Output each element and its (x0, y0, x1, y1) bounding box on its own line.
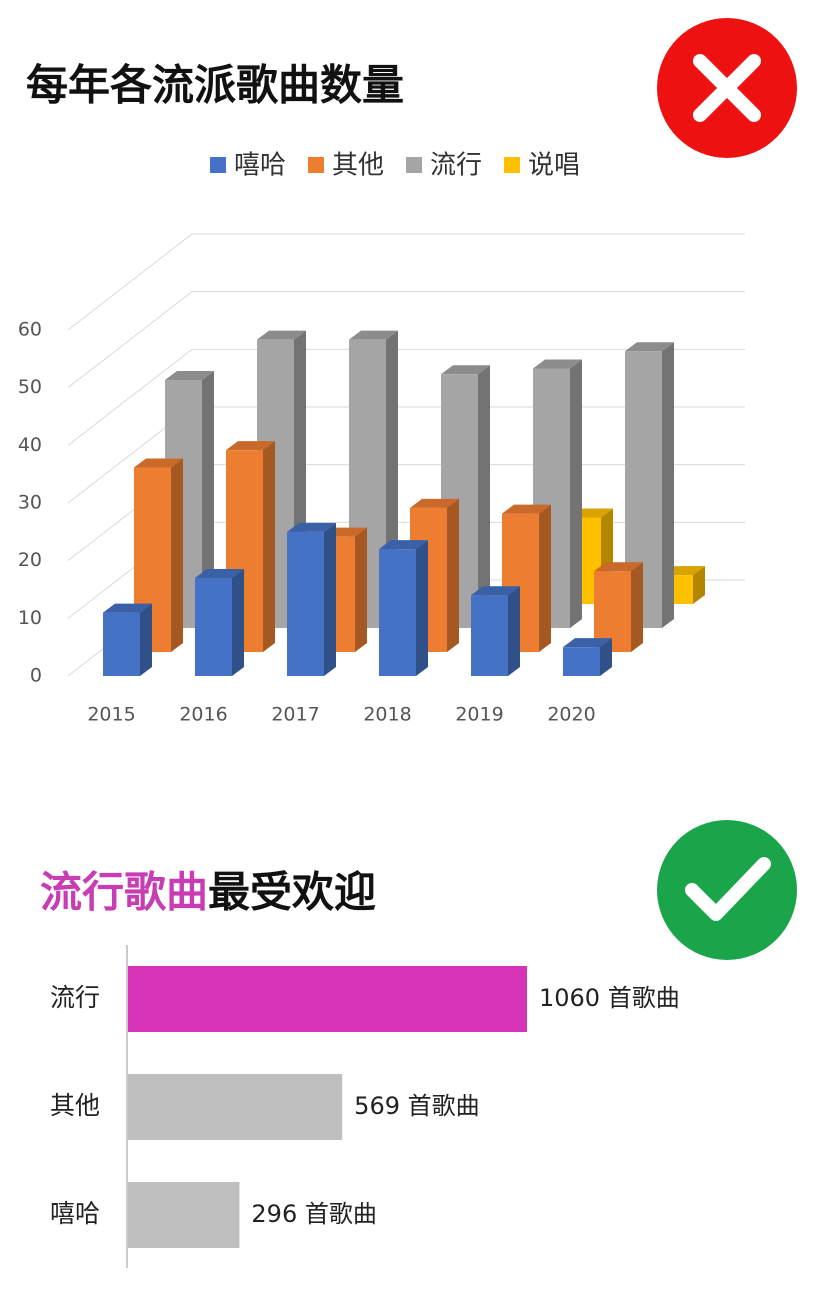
bar-side (478, 365, 490, 628)
bar-side (662, 342, 674, 628)
bar-front (471, 595, 508, 676)
right-icon (657, 820, 797, 960)
bar-front (103, 612, 140, 676)
chart-title: 每年各流派歌曲数量 (26, 61, 404, 110)
x-tick-label: 2020 (547, 704, 595, 726)
bar (471, 586, 520, 676)
legend-label: 说唱 (528, 151, 580, 181)
chart-title: 最受欢迎 (208, 868, 376, 917)
x-tick-label: 2019 (455, 704, 503, 726)
bar (195, 568, 244, 676)
grid-line (67, 291, 745, 389)
bar-top (533, 359, 582, 369)
bar-top (563, 638, 612, 648)
x-tick-label: 2017 (271, 704, 319, 726)
bar-front (563, 647, 600, 676)
bar (128, 966, 527, 1032)
bar-side (171, 458, 183, 652)
y-tick-label: 其他 (50, 1091, 100, 1120)
bar-side (570, 359, 582, 628)
legend-label: 嘻哈 (234, 151, 286, 181)
value-label: 1060 首歌曲 (539, 984, 680, 1012)
bar-top (134, 458, 183, 468)
value-label: 569 首歌曲 (354, 1092, 479, 1120)
bar (103, 603, 152, 676)
bar (563, 638, 612, 676)
y-tick-label: 30 (18, 492, 42, 514)
y-tick-label: 50 (18, 376, 42, 398)
bar-side (693, 566, 705, 604)
y-tick-label: 10 (18, 607, 42, 629)
bar-top (226, 441, 275, 451)
bar-side (416, 540, 428, 676)
y-tick-label: 嘻哈 (50, 1199, 100, 1228)
y-tick-label: 60 (18, 319, 42, 341)
wrong-icon (657, 18, 797, 158)
bar-front (287, 531, 324, 676)
value-label: 296 首歌曲 (251, 1200, 376, 1228)
bar-top (379, 540, 428, 550)
bar-side (539, 504, 551, 652)
x-tick-label: 2016 (179, 704, 227, 726)
y-tick-label: 流行 (50, 983, 100, 1012)
bar-top (625, 342, 674, 352)
bar-side (232, 568, 244, 676)
chart-title: 流行歌曲 (40, 868, 208, 917)
bar-side (447, 498, 459, 652)
bar (379, 540, 428, 676)
bar-side (202, 371, 214, 628)
bar-top (471, 586, 520, 596)
bar-side (508, 586, 520, 676)
bar-side (263, 441, 275, 652)
y-tick-label: 0 (30, 665, 42, 687)
bar-top (441, 365, 490, 375)
bar-side (631, 562, 643, 652)
legend-swatch (210, 157, 226, 173)
bar-top (502, 504, 551, 514)
bar-side (324, 522, 336, 676)
bar (128, 1074, 343, 1140)
bar-top (594, 562, 643, 572)
bar-front (195, 577, 232, 676)
legend-label: 流行 (430, 151, 482, 181)
grid-line (67, 348, 745, 446)
grid-line (67, 233, 745, 331)
legend-swatch (504, 157, 521, 173)
y-tick-label: 40 (18, 434, 42, 456)
bar (128, 1182, 240, 1248)
bar-top (103, 603, 152, 613)
bar-top (195, 568, 244, 578)
bar-side (600, 638, 612, 676)
bar-top (287, 522, 336, 532)
bar-side (355, 527, 367, 652)
legend-swatch (406, 157, 423, 173)
bar-top (349, 330, 398, 340)
bar-top (257, 330, 306, 340)
legend-label: 其他 (332, 151, 384, 181)
bar-top (165, 371, 214, 381)
bar-top (410, 498, 459, 508)
x-tick-label: 2015 (87, 704, 135, 726)
bar-front (379, 549, 416, 676)
x-tick-label: 2018 (363, 704, 411, 726)
bar (287, 522, 336, 676)
legend-swatch (308, 157, 325, 173)
bar-side (140, 603, 152, 676)
y-tick-label: 20 (18, 549, 42, 571)
